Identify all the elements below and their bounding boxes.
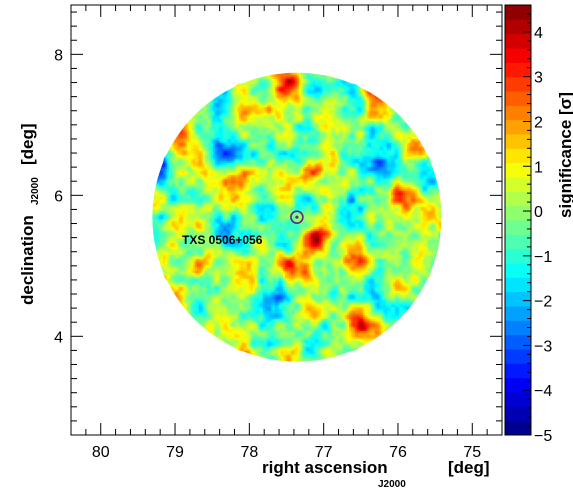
colorbar-segment xyxy=(505,33,531,49)
y-tick-label: 6 xyxy=(54,188,63,205)
colorbar-segment xyxy=(505,291,531,307)
x-tick-label: 78 xyxy=(240,444,258,461)
source-label: TXS 0506+056 xyxy=(182,233,263,247)
y-axis-unit: [deg] xyxy=(18,123,37,165)
colorbar-segment xyxy=(505,377,531,393)
y-axis-subscript: J2000 xyxy=(30,177,41,205)
colorbar-tick-label: 4 xyxy=(534,25,543,42)
colorbar-segment xyxy=(505,191,531,207)
colorbar-tick-label: 0 xyxy=(534,204,543,221)
colorbar-segment xyxy=(505,349,531,364)
y-axis: 4 6 8 xyxy=(54,11,502,436)
colorbar-segment xyxy=(505,234,531,250)
colorbar-tick-label: −5 xyxy=(534,428,552,445)
colorbar-segment xyxy=(505,148,531,164)
y-tick-label: 8 xyxy=(54,47,63,64)
y-axis-title: declination xyxy=(18,215,37,305)
colorbar-tick-label: −4 xyxy=(534,383,552,400)
x-tick-label: 79 xyxy=(166,444,184,461)
y-tick-label: 4 xyxy=(54,329,63,346)
colorbar-segment xyxy=(505,62,531,78)
colorbar-title-group: significance [σ] xyxy=(556,92,573,218)
colorbar-tick-label: 3 xyxy=(534,70,543,87)
colorbar-tick-label: −1 xyxy=(534,249,552,266)
colorbar-segment xyxy=(505,91,531,106)
colorbar-segment xyxy=(505,392,531,407)
colorbar-segment xyxy=(505,277,531,293)
colorbar-tick-label: 2 xyxy=(534,114,543,131)
colorbar-segment xyxy=(505,177,531,192)
x-axis: 80 79 78 77 76 75 xyxy=(70,5,503,461)
colorbar-segment xyxy=(505,19,531,35)
x-axis-title: right ascension xyxy=(262,458,388,477)
colorbar-segment xyxy=(505,76,531,92)
y-axis-title-group: declination J2000 [deg] xyxy=(18,123,41,305)
colorbar-segment xyxy=(505,248,531,264)
colorbar-segment xyxy=(505,363,531,379)
colorbar-segment xyxy=(505,105,531,121)
x-axis-unit: [deg] xyxy=(448,458,490,477)
colorbar-segment xyxy=(505,220,531,235)
source-marker xyxy=(290,210,304,224)
colorbar-segment xyxy=(505,134,531,149)
colorbar-segment xyxy=(505,5,531,20)
colorbar-tick-label: −3 xyxy=(534,338,552,355)
colorbar-tick-label: −2 xyxy=(534,294,552,311)
plot-frame xyxy=(70,4,503,436)
colorbar-segment xyxy=(505,48,531,63)
x-tick-label: 80 xyxy=(92,444,110,461)
colorbar-title: significance [σ] xyxy=(556,92,573,218)
x-tick-label: 75 xyxy=(463,444,481,461)
x-tick-label: 77 xyxy=(315,444,333,461)
colorbar: −5 −4 −3 −2 −1 0 1 2 3 4 xyxy=(504,4,552,445)
colorbar-segment xyxy=(505,306,531,321)
x-tick-label: 76 xyxy=(389,444,407,461)
colorbar-segment xyxy=(505,119,531,135)
source-marker-dot xyxy=(295,215,299,219)
colorbar-segment xyxy=(505,205,531,221)
colorbar-segment xyxy=(505,420,531,436)
colorbar-segment xyxy=(505,406,531,422)
colorbar-tick-label: 1 xyxy=(534,159,543,176)
x-axis-subscript: J2000 xyxy=(378,479,406,490)
colorbar-segment xyxy=(505,263,531,278)
colorbar-segment xyxy=(505,320,531,336)
